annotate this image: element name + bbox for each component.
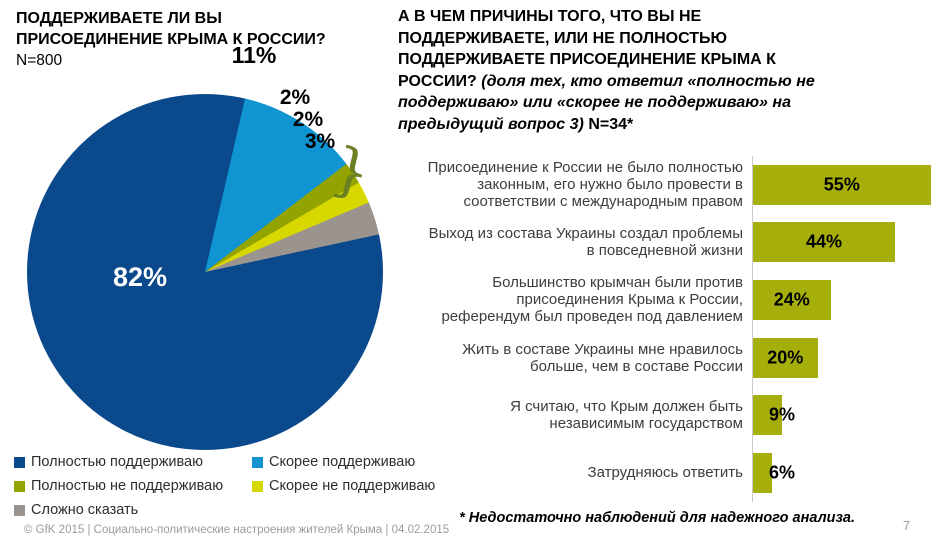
pie-chart (27, 94, 383, 450)
legend-item: Полностью не поддерживаю (14, 478, 252, 502)
pie-slice-label-11: 11% (231, 42, 277, 68)
bar-chart: Присоединение к России не было полностью… (398, 156, 938, 502)
bar-row: Затрудняюсь ответить 6% (398, 443, 938, 502)
bar-category-label: Выход из состава Украины создал проблемы… (428, 225, 743, 260)
pie-slice-label-2b: 2% (292, 108, 324, 131)
bar (753, 337, 818, 378)
bar-row: Большинство крымчан были против присоеди… (398, 271, 938, 329)
legend-label: Скорее не поддерживаю (269, 478, 436, 494)
legend-item: Сложно сказать (14, 502, 252, 526)
legend-swatch-fully-oppose (14, 481, 25, 492)
bar-area: 55% (752, 156, 938, 214)
legend-swatch-fully-support (14, 457, 25, 468)
bar-value-label: 9% (768, 404, 795, 425)
bar-row: Жить в составе Украины мне нравилось бол… (398, 328, 938, 387)
slide-footer: © GfK 2015 | Социально-политические наст… (24, 524, 450, 536)
legend-swatch-rather-support (252, 457, 263, 468)
pie-chart-title: ПОДДЕРЖИВАЕТЕ ЛИ ВЫ ПРИСОЕДИНЕНИЕ КРЫМА … (16, 10, 326, 48)
bar (753, 222, 896, 263)
bar-area: 44% (752, 213, 938, 272)
bar-category-label: Затрудняюсь ответить (587, 464, 743, 482)
bar (753, 452, 773, 493)
bar-value-label: 20% (767, 347, 804, 368)
bar-category-label: Я считаю, что Крым должен быть независим… (510, 398, 743, 433)
bar-chart-title-main: А В ЧЕМ ПРИЧИНЫ ТОГО, ЧТО ВЫ НЕ ПОДДЕРЖИ… (398, 8, 776, 90)
legend-item: Скорее не поддерживаю (252, 478, 444, 502)
bar-category-label: Большинство крымчан были против присоеди… (441, 274, 743, 326)
bar-chart-sample-size: N=34* (583, 115, 634, 133)
legend-label: Скорее поддерживаю (269, 454, 416, 470)
bar-value-label: 24% (773, 289, 810, 310)
bar-category-label: Жить в составе Украины мне нравилось бол… (462, 340, 743, 375)
bar-value-label: 6% (768, 462, 795, 483)
bar-area: 9% (752, 386, 938, 444)
pie-slice-label-82: 82% (112, 262, 168, 292)
pie-legend: Полностью поддерживаю Скорее поддерживаю… (14, 454, 444, 526)
legend-item: Скорее поддерживаю (252, 454, 444, 478)
legend-swatch-rather-oppose (252, 481, 263, 492)
bar (753, 395, 783, 436)
legend-swatch-hard-to-say (14, 505, 25, 516)
bar (753, 279, 831, 320)
footnote: * Недостаточно наблюдений для надежного … (459, 510, 855, 526)
bar-chart-title: А В ЧЕМ ПРИЧИНЫ ТОГО, ЧТО ВЫ НЕ ПОДДЕРЖИ… (398, 6, 926, 135)
legend-label: Сложно сказать (31, 502, 139, 518)
page-number: 7 (903, 519, 910, 533)
bar-value-label: 44% (806, 231, 843, 252)
bar-area: 6% (752, 443, 938, 502)
bar-category-label: Присоединение к России не было полностью… (427, 159, 743, 211)
bar-row: Выход из состава Украины создал проблемы… (398, 213, 938, 272)
bar-row: Присоединение к России не было полностью… (398, 156, 938, 214)
bar-row: Я считаю, что Крым должен быть независим… (398, 386, 938, 444)
legend-label: Полностью поддерживаю (31, 454, 203, 470)
pie-sample-size: N=800 (16, 52, 63, 69)
bar (753, 164, 931, 205)
bar-value-label: 55% (823, 174, 860, 195)
bar-area: 24% (752, 271, 938, 329)
pie-slice-label-3: 3% (304, 130, 336, 153)
bar-area: 20% (752, 328, 938, 387)
pie-slice-label-2a: 2% (279, 86, 311, 109)
bar-chart-title-italic: (доля тех, кто ответил «полностью не под… (398, 72, 815, 133)
legend-label: Полностью не поддерживаю (31, 478, 224, 494)
legend-item: Полностью поддерживаю (14, 454, 252, 478)
